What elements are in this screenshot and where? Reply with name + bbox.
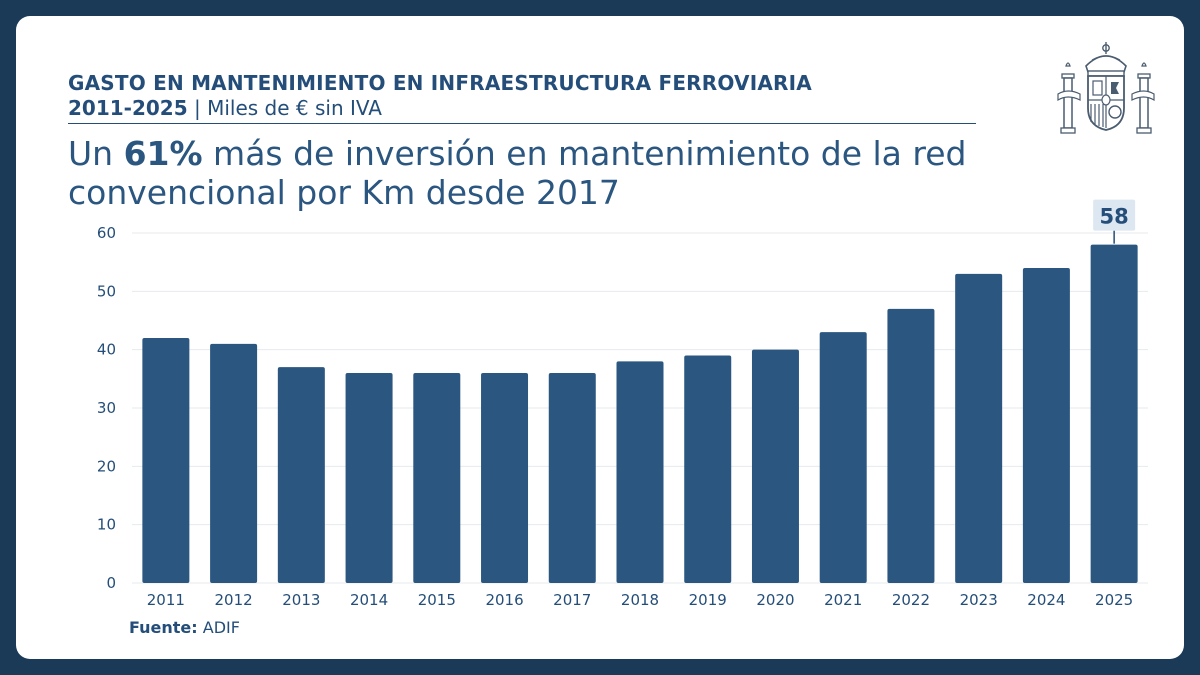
- x-tick-label: 2012: [215, 591, 253, 609]
- y-tick-label: 40: [97, 341, 116, 359]
- headline-highlight: 61%: [123, 134, 203, 173]
- bar: [277, 367, 325, 583]
- y-tick-label: 50: [97, 282, 116, 300]
- bars: [142, 244, 1138, 583]
- bar: [887, 308, 935, 583]
- headline-pre: Un: [68, 134, 124, 173]
- headline-post: más de inversión en mantenimiento de la …: [68, 134, 967, 212]
- y-tick-label: 30: [97, 399, 116, 417]
- chart-card: GASTO EN MANTENIMIENTO EN INFRAESTRUCTUR…: [16, 16, 1184, 659]
- subtitle-separator: |: [187, 96, 208, 120]
- bar: [413, 373, 461, 583]
- y-tick-label: 20: [97, 457, 116, 475]
- callout: 58: [1093, 199, 1136, 244]
- chart-subtitle: 2011-2025 | Miles de € sin IVA: [68, 96, 382, 120]
- subtitle-years: 2011-2025: [68, 96, 188, 120]
- bar: [616, 361, 664, 583]
- source-label: Fuente:: [129, 618, 198, 637]
- header-divider: [68, 123, 976, 124]
- x-tick-label: 2017: [553, 591, 591, 609]
- bar: [955, 273, 1003, 583]
- y-tick-label: 60: [97, 224, 116, 242]
- x-tick-label: 2020: [756, 591, 794, 609]
- bar: [481, 373, 529, 583]
- x-tick-label: 2016: [485, 591, 523, 609]
- bar: [1090, 244, 1138, 583]
- x-tick-label: 2015: [418, 591, 456, 609]
- bar: [684, 355, 732, 583]
- x-tick-label: 2011: [147, 591, 185, 609]
- bar: [751, 349, 799, 583]
- bar: [548, 373, 596, 583]
- x-tick-label: 2014: [350, 591, 388, 609]
- x-tick-label: 2022: [892, 591, 930, 609]
- x-tick-label: 2023: [960, 591, 998, 609]
- data-label: 58: [1100, 205, 1129, 229]
- bar: [819, 332, 867, 583]
- bar: [210, 343, 258, 583]
- callout-box: [1093, 199, 1136, 231]
- coat-of-arms-icon: [1057, 42, 1155, 134]
- x-tick-label: 2024: [1027, 591, 1065, 609]
- x-tick-label: 2025: [1095, 591, 1133, 609]
- x-tick-label: 2018: [621, 591, 659, 609]
- x-tick-label: 2019: [689, 591, 727, 609]
- y-axis-ticks: 0 10 20 30 40 50 60: [97, 224, 116, 592]
- y-tick-label: 10: [97, 516, 116, 534]
- x-tick-label: 2013: [282, 591, 320, 609]
- x-axis-ticks: 2011 2012 2013 2014 2015 2016 2017 2018 2019 2020…: [147, 591, 1133, 609]
- y-tick-label: 0: [106, 574, 116, 592]
- x-tick-label: 2021: [824, 591, 862, 609]
- bar: [142, 338, 190, 583]
- bar: [1022, 268, 1070, 583]
- headline: Un 61% más de inversión en mantenimiento…: [68, 134, 1108, 212]
- subtitle-unit: Miles de € sin IVA: [207, 96, 382, 120]
- chart-title: GASTO EN MANTENIMIENTO EN INFRAESTRUCTUR…: [68, 71, 812, 95]
- source-note: Fuente: ADIF: [129, 618, 240, 637]
- source-value: ADIF: [202, 618, 240, 637]
- bar: [345, 373, 393, 583]
